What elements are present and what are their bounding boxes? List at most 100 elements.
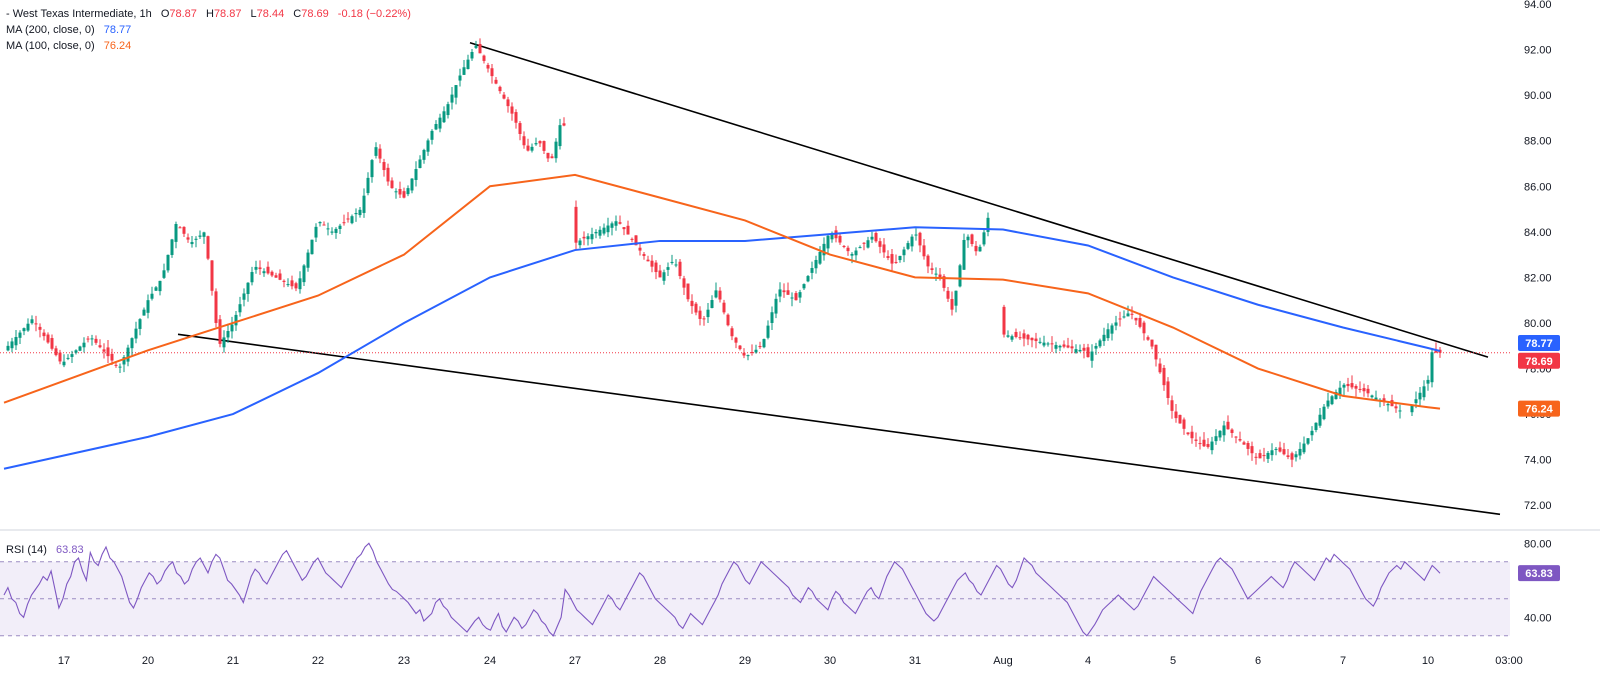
collapse-legend-button[interactable]: -: [6, 8, 10, 20]
candle-body: [1438, 349, 1442, 353]
candle-body: [450, 94, 454, 103]
candle-body: [730, 328, 734, 337]
candle-body: [366, 177, 370, 194]
candle-body: [562, 123, 566, 126]
candle-body: [514, 112, 518, 123]
candle-body: [38, 326, 42, 330]
candle-body: [1062, 344, 1066, 347]
candle-body: [974, 245, 978, 252]
candle-body: [1066, 345, 1070, 348]
candle-body: [550, 156, 554, 159]
candle-body: [154, 287, 158, 291]
candle-body: [182, 226, 186, 234]
candle-body: [886, 256, 890, 258]
candle-body: [126, 347, 130, 362]
x-tick-label: 22: [312, 655, 324, 667]
x-tick-label: 10: [1422, 655, 1434, 667]
x-tick-label: 6: [1255, 655, 1261, 667]
rsi-line: [3, 542, 1441, 637]
candles: [6, 38, 1442, 468]
candle-body: [406, 188, 410, 195]
candle-body: [58, 352, 62, 362]
candle-body: [470, 52, 474, 59]
candle-body: [270, 271, 274, 276]
y-tick-label: 74.00: [1524, 455, 1552, 467]
candle-body: [442, 111, 446, 123]
candle-body: [1370, 395, 1374, 398]
candle-body: [862, 242, 866, 244]
candle-body: [306, 252, 310, 268]
candle-body: [1382, 398, 1386, 402]
candle-body: [870, 236, 874, 240]
candle-body: [554, 141, 558, 159]
candle-body: [78, 346, 82, 351]
candle-body: [1266, 452, 1270, 459]
candle-body: [1154, 344, 1158, 360]
candle-body: [806, 276, 810, 282]
candle-body: [378, 148, 382, 159]
candle-body: [338, 225, 342, 229]
candle-body: [10, 341, 14, 349]
ma100-line: [3, 173, 1441, 410]
high-value: 78.87: [213, 8, 242, 20]
price-label: 78.77: [1525, 338, 1553, 350]
x-tick-label: 7: [1340, 655, 1346, 667]
candle-body: [1106, 329, 1110, 339]
candle-body: [242, 293, 246, 300]
candle-body: [866, 240, 870, 248]
candle-body: [354, 213, 358, 215]
candle-body: [606, 225, 610, 233]
change-percent: (−0.22%): [365, 8, 411, 20]
trendlines: [0, 41, 1510, 516]
rsi-legend[interactable]: RSI (14) 63.83: [6, 544, 84, 556]
candle-body: [222, 337, 226, 348]
ma100-legend[interactable]: MA (100, close, 0) 76.24: [6, 40, 131, 52]
candle-body: [598, 229, 602, 236]
candle-body: [382, 162, 386, 171]
candle-body: [1150, 339, 1154, 347]
candle-body: [706, 309, 710, 318]
candle-body: [1334, 391, 1338, 400]
candle-body: [602, 227, 606, 234]
candle-body: [510, 106, 514, 114]
candle-body: [266, 266, 270, 274]
y-tick-label: 88.00: [1524, 136, 1552, 148]
candle-body: [1094, 345, 1098, 349]
candle-body: [818, 251, 822, 264]
candle-body: [30, 319, 34, 324]
candle-body: [42, 332, 46, 337]
x-tick-label: 23: [398, 655, 410, 667]
candle-body: [646, 259, 650, 262]
ma100-value: 76.24: [103, 40, 132, 52]
ma200-legend[interactable]: MA (200, close, 0) 78.77: [6, 24, 131, 36]
candle-body: [1290, 453, 1294, 460]
candle-body: [1338, 387, 1342, 395]
candle-body: [54, 348, 58, 356]
candle-body: [1002, 306, 1006, 335]
x-tick-label: 29: [739, 655, 751, 667]
moving-averages: [3, 173, 1441, 470]
candle-body: [902, 249, 906, 256]
rsi-label-bg: [1518, 565, 1560, 582]
candle-body: [778, 289, 782, 297]
candle-body: [698, 310, 702, 319]
candle-body: [150, 293, 154, 299]
candle-body: [98, 345, 102, 348]
candle-body: [410, 178, 414, 191]
candle-body: [1422, 386, 1426, 398]
candle-body: [1118, 318, 1122, 320]
candle-body: [794, 293, 798, 301]
candle-body: [362, 195, 366, 213]
candle-body: [294, 283, 298, 289]
candle-body: [1286, 455, 1290, 457]
candle-body: [214, 291, 218, 323]
candle-body: [1230, 429, 1234, 433]
candle-body: [458, 75, 462, 81]
candle-body: [574, 206, 578, 243]
candle-body: [594, 231, 598, 234]
candle-body: [190, 242, 194, 245]
candle-body: [1138, 317, 1142, 327]
candle-body: [734, 337, 738, 343]
x-tick-label: 4: [1085, 655, 1091, 667]
